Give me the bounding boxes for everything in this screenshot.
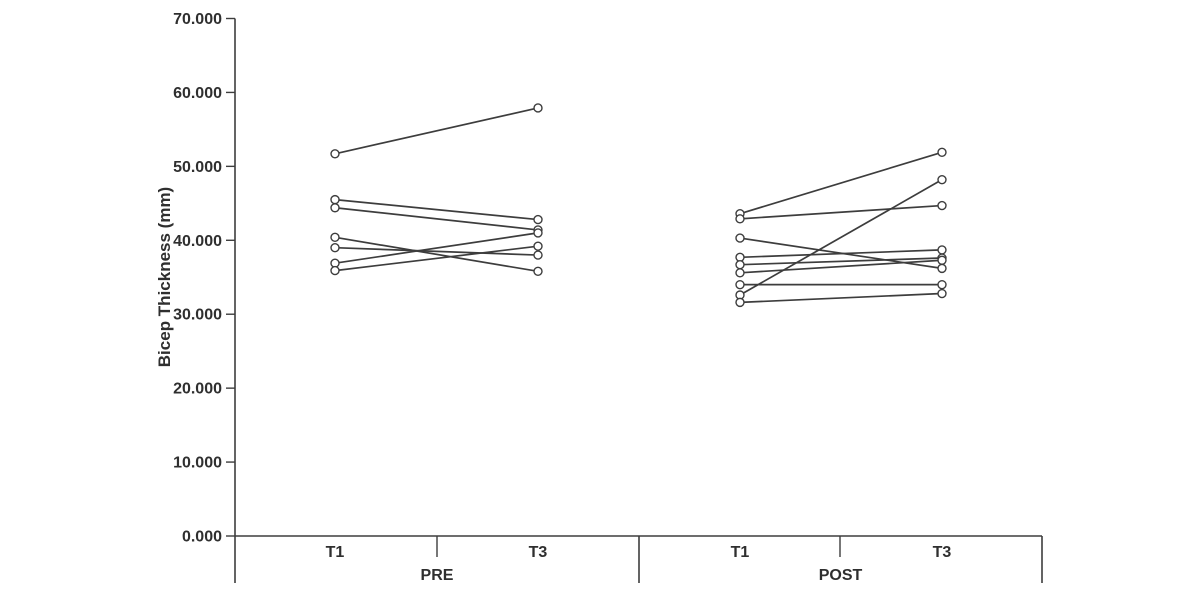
- data-point: [735, 259, 745, 270]
- y-tick-label: 0.000: [182, 529, 222, 546]
- x-tick-label-t1-pre: T1: [326, 544, 345, 561]
- data-point: [937, 200, 947, 211]
- data-point: [937, 245, 947, 255]
- subject-line: [739, 257, 943, 266]
- data-point: [937, 147, 947, 158]
- y-tick-label: 70.000: [173, 11, 222, 28]
- y-tick-label: 50.000: [173, 159, 222, 176]
- y-tick-label: 40.000: [173, 233, 222, 250]
- data-point: [330, 242, 340, 253]
- y-tick-label: 60.000: [173, 85, 222, 102]
- subject-line: [334, 236, 539, 273]
- subject-line: [739, 151, 943, 215]
- data-point: [937, 174, 947, 185]
- data-point: [330, 194, 340, 205]
- data-point: [937, 255, 947, 265]
- subject-line: [334, 245, 539, 272]
- data-point: [533, 103, 543, 113]
- data-point: [735, 268, 745, 278]
- data-point: [937, 288, 947, 299]
- chart-layers: 0.000 10.000 20.000 30.000 40.000 50.000 60.00…: [173, 11, 1043, 584]
- data-point: [533, 266, 543, 277]
- x-tick-label-t3-post: T3: [933, 544, 952, 561]
- subject-line: [739, 204, 943, 220]
- data-point: [735, 214, 745, 224]
- subject-line: [334, 198, 539, 221]
- subject-line: [334, 246, 539, 256]
- subject-line: [334, 107, 539, 155]
- subject-line: [334, 232, 539, 265]
- subject-line: [739, 249, 943, 259]
- y-tick-label: 20.000: [173, 381, 222, 398]
- data-point: [533, 214, 543, 225]
- data-point: [533, 250, 543, 260]
- data-point: [533, 241, 543, 251]
- data-point: [533, 228, 543, 238]
- subject-line: [739, 292, 943, 304]
- data-point: [735, 279, 745, 290]
- subject-line: [739, 259, 943, 274]
- data-point: [937, 279, 947, 290]
- y-tick-label: 10.000: [173, 455, 222, 472]
- y-axis-title: Bicep Thickness (mm): [155, 187, 174, 367]
- data-point: [330, 232, 340, 243]
- x-tick-label-t3-pre: T3: [529, 544, 548, 561]
- subject-line: [334, 206, 539, 231]
- data-point: [330, 149, 340, 159]
- data-point: [735, 233, 745, 243]
- subject-line: [739, 178, 943, 296]
- data-point: [330, 203, 340, 213]
- data-point: [937, 263, 947, 274]
- y-tick-label: 30.000: [173, 307, 222, 324]
- data-point: [330, 265, 340, 276]
- group-label-pre: PRE: [421, 567, 454, 584]
- x-tick-label-t1-post: T1: [731, 544, 750, 561]
- data-point: [735, 297, 745, 308]
- group-label-post: POST: [819, 567, 863, 584]
